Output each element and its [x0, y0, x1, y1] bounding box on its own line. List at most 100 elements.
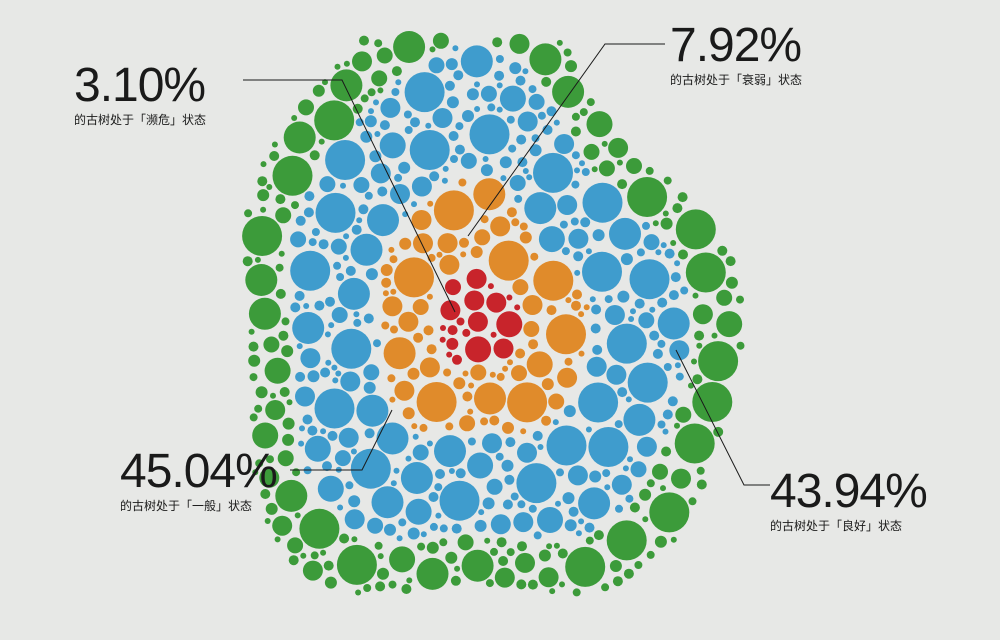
bubble [254, 404, 263, 413]
bubble [257, 189, 270, 202]
bubble [634, 298, 645, 309]
bubble [571, 300, 581, 311]
bubble [546, 305, 557, 316]
bubble [390, 325, 398, 334]
bubble [435, 512, 442, 519]
bubble [585, 426, 592, 433]
bubble [655, 249, 662, 256]
bubble [467, 452, 494, 479]
bubble [509, 33, 530, 54]
bubble [260, 206, 267, 213]
bubble [369, 150, 382, 163]
bubble [252, 469, 259, 476]
bubble [393, 467, 400, 474]
bubble [266, 455, 274, 464]
bubble [298, 440, 305, 447]
desc-weak: 的古树处于「衰弱」状态 [670, 73, 803, 87]
bubble [524, 192, 557, 225]
bubble [426, 293, 433, 300]
percent-good: 43.94% [770, 465, 928, 518]
bubble [612, 576, 623, 587]
bubble [412, 299, 429, 315]
bubble [589, 296, 596, 303]
bubble [627, 456, 633, 463]
bubble [440, 325, 446, 331]
bubble [365, 268, 378, 281]
bubble [530, 252, 539, 261]
bubble [507, 359, 513, 366]
bubble [496, 537, 507, 548]
bubble [486, 478, 503, 495]
bubble [559, 581, 565, 588]
bubble [391, 66, 402, 77]
bubble [608, 137, 629, 158]
bubble [389, 546, 416, 573]
bubble [460, 251, 467, 258]
bubble [278, 250, 285, 257]
bubble [364, 428, 375, 439]
bubble [394, 173, 403, 182]
bubble [314, 300, 325, 311]
bubble [515, 75, 526, 86]
bubble [514, 304, 521, 311]
bubble [466, 268, 487, 289]
bubble [317, 475, 344, 502]
bubble [694, 330, 705, 341]
bubble [573, 251, 584, 262]
bubble [336, 273, 345, 281]
bubble [371, 70, 388, 87]
bubble [630, 461, 647, 478]
bubble [598, 160, 615, 177]
bubble [533, 260, 574, 301]
bubble [353, 177, 370, 193]
bubble [515, 552, 535, 573]
bubble [302, 414, 313, 425]
bubble [462, 370, 469, 377]
bubble [401, 584, 412, 594]
bubble [662, 210, 669, 217]
bubble [423, 325, 434, 336]
bubble [711, 332, 718, 339]
bubble [675, 372, 684, 381]
bubble [578, 350, 585, 357]
bubble [308, 238, 317, 247]
bubble [517, 111, 538, 132]
bubble [404, 126, 413, 134]
bubble [485, 579, 494, 588]
bubble [318, 138, 325, 145]
bubble [570, 217, 579, 226]
bubble [506, 207, 517, 218]
bubble [674, 423, 715, 464]
bubble [546, 543, 553, 550]
bubble [292, 468, 301, 477]
bubble [453, 377, 466, 390]
bubble [374, 39, 383, 48]
bubble [489, 371, 496, 378]
bubble [406, 577, 413, 584]
bubble [304, 435, 331, 462]
desc-good: 的古树处于「良好」状态 [770, 519, 903, 533]
bubble [288, 555, 299, 566]
bubble [298, 99, 314, 116]
bubble [490, 331, 497, 338]
leader-lines [243, 43, 770, 486]
bubble [328, 322, 335, 329]
bubble [248, 354, 261, 367]
bubble [528, 93, 545, 110]
bubble [528, 339, 539, 350]
bubble [295, 371, 306, 382]
bubble [427, 200, 434, 207]
bubble [663, 176, 672, 185]
bubble [413, 332, 424, 343]
bubble [281, 345, 294, 358]
bubble [368, 108, 374, 115]
bubble [623, 403, 656, 436]
bubble [363, 313, 374, 324]
bubble [244, 209, 253, 218]
bubble [520, 428, 527, 435]
bubble [580, 217, 591, 228]
bubble [402, 407, 415, 420]
bubble [356, 394, 389, 427]
bubble [642, 516, 649, 523]
percent-average: 45.04% [120, 445, 278, 498]
